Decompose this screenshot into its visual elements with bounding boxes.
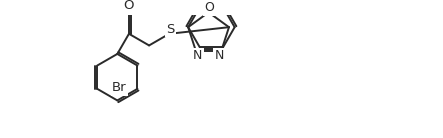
Text: O: O: [205, 1, 214, 14]
Text: O: O: [124, 0, 134, 12]
Text: N: N: [193, 49, 202, 62]
Text: Br: Br: [112, 81, 127, 94]
Text: S: S: [166, 23, 174, 36]
Text: N: N: [215, 49, 224, 62]
